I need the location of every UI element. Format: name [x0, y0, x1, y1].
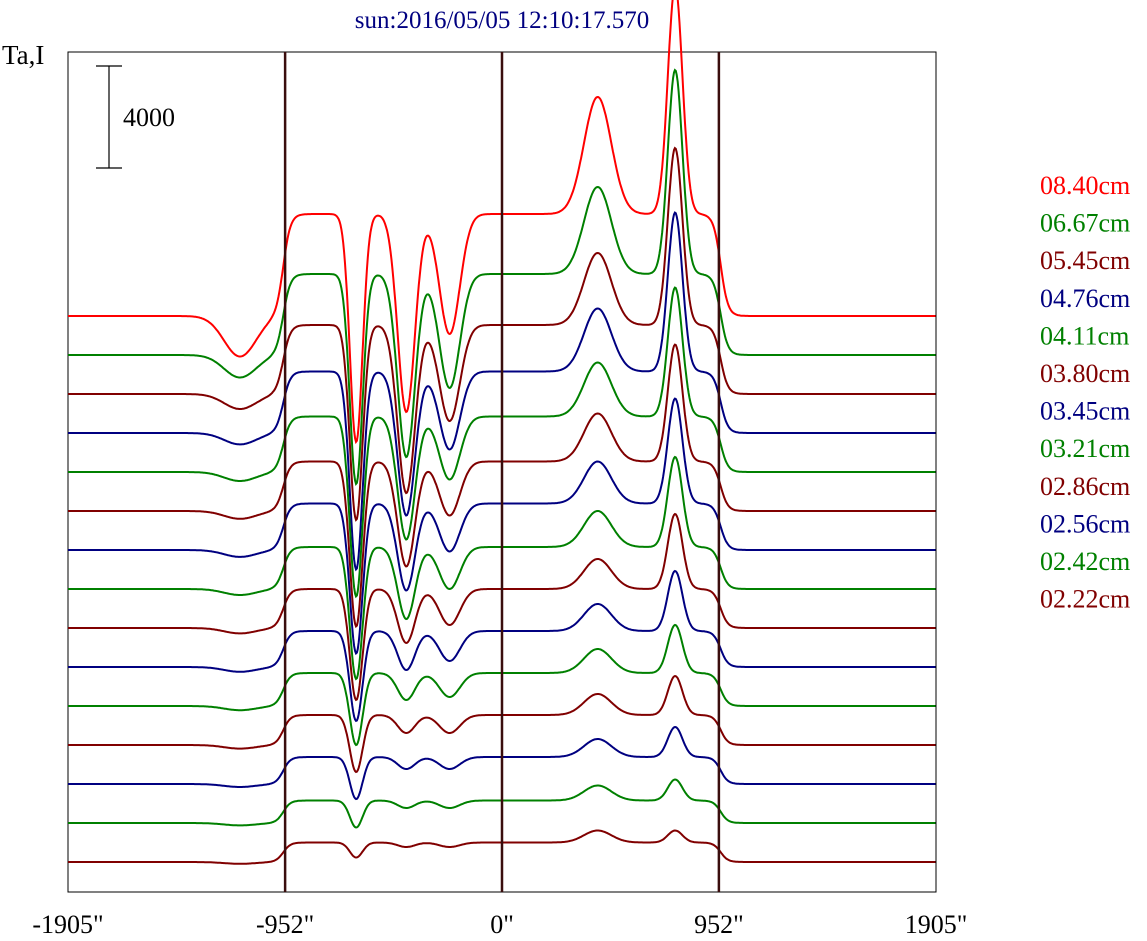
legend-entry: 03.80cm: [1040, 359, 1130, 388]
legend-entry: 03.45cm: [1040, 397, 1130, 426]
legend-entry: 06.67cm: [1040, 209, 1130, 238]
legend-entry: 08.40cm: [1040, 171, 1130, 200]
x-tick-label: 1905": [905, 910, 968, 939]
legend-entry: 03.21cm: [1040, 434, 1130, 463]
legend-entry: 05.45cm: [1040, 246, 1130, 275]
x-tick-label: -1905": [32, 910, 103, 939]
legend: 08.40cm 06.67cm 05.45cm 04.76cm 04.11cm 03.80…: [1040, 171, 1130, 614]
legend-entry: 02.42cm: [1040, 547, 1130, 576]
legend-entry: 04.76cm: [1040, 284, 1130, 313]
scale-bar: 4000: [96, 65, 175, 169]
x-tick-label: 0": [490, 910, 514, 939]
x-tick-label: 952": [694, 910, 744, 939]
x-tick-labels: -1905" -952" 0" 952" 1905": [32, 910, 967, 939]
legend-entry: 02.86cm: [1040, 472, 1130, 501]
x-tick-label: -952": [256, 910, 314, 939]
legend-entry: 02.56cm: [1040, 509, 1130, 538]
y-axis-label: Ta,I: [2, 40, 44, 70]
scale-bar-label: 4000: [123, 103, 175, 132]
legend-entry: 02.22cm: [1040, 585, 1130, 614]
chart-title: sun:2016/05/05 12:10:17.570: [355, 7, 649, 34]
legend-entry: 04.11cm: [1040, 321, 1129, 350]
vertical-lines: [283, 52, 721, 892]
